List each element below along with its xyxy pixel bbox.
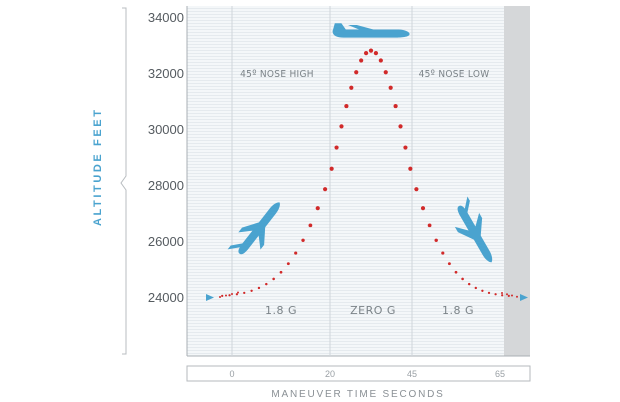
y-tick-label: 30000	[148, 122, 184, 137]
trajectory-dot	[467, 282, 471, 286]
trajectory-dot	[393, 103, 398, 109]
trajectory-dot	[219, 296, 221, 298]
trajectory-dot	[398, 124, 403, 129]
trajectory-dot	[323, 187, 328, 192]
shaded-end-region	[504, 6, 530, 356]
y-tick-label: 32000	[148, 66, 184, 81]
trajectory-dot	[441, 251, 445, 255]
y-tick-label: 34000	[148, 10, 184, 25]
trajectory-dot	[354, 70, 359, 75]
phase-labels: 45º NOSE HIGH 45º NOSE LOW	[240, 69, 489, 80]
trajectory-dot	[501, 292, 503, 294]
trajectory-dot	[388, 85, 393, 90]
trajectory-dot	[447, 262, 451, 266]
trajectory-dot	[378, 58, 383, 63]
trajectory-dot	[308, 223, 313, 228]
g-load-label: ZERO G	[350, 304, 396, 317]
x-axis-strip	[186, 365, 531, 382]
phase-label: 45º NOSE LOW	[419, 69, 490, 80]
trajectory-dot	[339, 124, 344, 129]
y-axis-title: ALTITUDE FEET	[92, 107, 104, 226]
trajectory-dot	[368, 48, 374, 53]
trajectory-dot	[231, 293, 233, 295]
trajectory-dot	[434, 238, 438, 243]
trajectory-dot	[257, 286, 261, 290]
trajectory-dot	[414, 187, 419, 192]
y-tick-labels: 24000 26000 28000 30000 32000 34000	[148, 10, 184, 305]
x-tick-label: 65	[495, 369, 505, 379]
trajectory-dot	[329, 166, 334, 171]
trajectory-dot	[344, 103, 349, 109]
trajectory-dot	[454, 270, 458, 274]
trajectory-dot	[243, 291, 246, 294]
airplane-dive-icon	[454, 196, 493, 263]
trajectory-dot	[474, 286, 477, 290]
airplane-level-icon	[332, 23, 410, 38]
trajectory-dot	[501, 294, 504, 297]
trajectory-dot	[286, 262, 290, 266]
trajectory-dot	[359, 58, 364, 63]
trajectory-dot	[373, 51, 379, 56]
plot-area	[187, 6, 530, 356]
x-tick-label: 45	[407, 369, 417, 379]
trajectory-dot	[494, 293, 497, 296]
trajectory-dot	[250, 289, 253, 292]
trajectory-dot	[334, 145, 339, 150]
airplane-climb-icon	[227, 202, 280, 255]
g-load-label: 1.8 G	[442, 304, 474, 317]
trajectory-dot	[420, 206, 426, 211]
trajectory-dot	[363, 51, 369, 56]
x-tick-label: 0	[229, 369, 234, 379]
trajectory-dot	[228, 294, 231, 297]
trajectory-dot	[427, 223, 432, 228]
g-load-labels: 1.8 G ZERO G 1.8 G	[265, 304, 474, 317]
trajectory-dot	[403, 145, 408, 150]
trajectory-dot	[221, 294, 224, 297]
trajectory-dot	[272, 277, 275, 281]
trajectory-dot	[461, 277, 464, 281]
trajectory-dot	[279, 270, 283, 274]
y-tick-label: 28000	[148, 178, 184, 193]
x-tick-label: 20	[325, 369, 335, 379]
trajectory-dot	[481, 289, 484, 292]
trajectory-dot	[506, 293, 508, 296]
g-load-label: 1.8 G	[265, 304, 297, 317]
y-tick-label: 24000	[148, 290, 184, 305]
y-axis-bracket	[120, 7, 127, 355]
trajectory-dot	[511, 294, 513, 297]
trajectory-dot	[487, 291, 491, 294]
x-tick-labels: 0 20 45 65	[229, 369, 505, 379]
trajectory-dot	[265, 282, 268, 286]
trajectory-dot	[349, 85, 354, 90]
y-tick-label: 26000	[148, 234, 184, 249]
trajectory-dot	[315, 206, 320, 211]
start-marker-icon	[206, 294, 214, 301]
trajectory-dot	[383, 70, 388, 75]
trajectory-dot	[516, 295, 518, 298]
end-marker-icon	[520, 294, 528, 301]
trajectory-dot	[237, 291, 239, 294]
phase-divider-lines	[231, 6, 413, 356]
trajectory-dot	[507, 294, 510, 297]
trajectory-dot	[225, 294, 227, 297]
x-axis-title: MANEUVER TIME SECONDS	[271, 389, 444, 400]
phase-label: 45º NOSE HIGH	[240, 69, 314, 80]
trajectory-dot	[294, 251, 298, 255]
trajectory-dot	[301, 238, 305, 243]
trajectory-dots	[219, 48, 518, 298]
trajectory-dot	[235, 293, 239, 296]
trajectory-dot	[408, 166, 413, 171]
